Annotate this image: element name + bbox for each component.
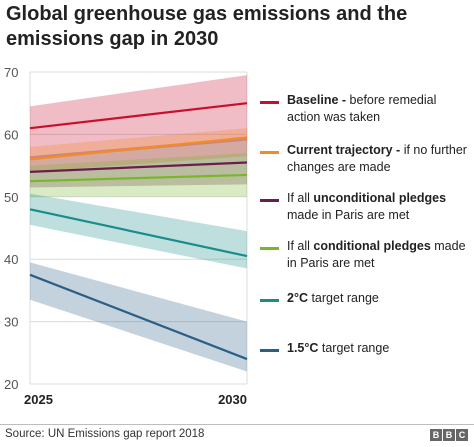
legend-label: Current trajectory - if no further chang… [287, 142, 469, 176]
legend-item-two_c: 2°C target range [256, 290, 470, 330]
legend-item-current: Current trajectory - if no further chang… [256, 142, 470, 182]
legend-label-rest: made in Paris are met [287, 239, 466, 270]
legend-item-baseline: Baseline - before remedial action was ta… [256, 92, 470, 132]
legend-label: Baseline - before remedial action was ta… [287, 92, 469, 126]
legend-label-rest: before remedial action was taken [287, 93, 437, 124]
legend-label-rest: made in Paris are met [287, 208, 410, 222]
legend-label: If all unconditional pledges made in Par… [287, 190, 469, 224]
series-lines [29, 102, 248, 361]
uncertainty-bands [30, 75, 247, 372]
logo-letter: B [430, 429, 442, 441]
y-tick-label: 70 [4, 65, 18, 80]
legend-label-rest: target range [318, 341, 390, 355]
y-tick-label: 50 [4, 190, 18, 205]
legend-label-prefix: If all [287, 239, 314, 253]
x-tick-label: 2025 [24, 392, 53, 407]
source-note: Source: UN Emissions gap report 2018 [5, 428, 205, 440]
band-unconditional [30, 137, 247, 188]
legend-label: 1.5°C target range [287, 340, 469, 357]
band-current [30, 128, 247, 172]
legend-label-bold: Baseline - [287, 93, 347, 107]
band-baseline [30, 75, 247, 160]
legend-swatch [260, 101, 279, 104]
legend-label-prefix: If all [287, 191, 314, 205]
legend-item-one_five_c: 1.5°C target range [256, 340, 470, 380]
legend-label-rest: target range [307, 291, 379, 305]
legend-label-bold: 1.5°C [287, 341, 319, 355]
legend-swatch [260, 199, 279, 202]
legend-item-conditional: If all conditional pledges made in Paris… [256, 238, 470, 278]
line-unconditional [29, 161, 248, 173]
line-one_five_c [29, 273, 248, 361]
legend-label-bold: unconditional pledges [313, 191, 447, 205]
legend-swatch [260, 299, 279, 302]
gridlines [29, 71, 248, 385]
logo-letter: B [443, 429, 455, 441]
y-tick-label: 20 [4, 377, 18, 392]
legend-label: If all conditional pledges made in Paris… [287, 238, 469, 272]
legend-swatch [260, 151, 279, 154]
legend-label-rest: if no further changes are made [287, 143, 467, 174]
legend-label: 2°C target range [287, 290, 469, 307]
y-tick-label: 40 [4, 252, 18, 267]
legend-swatch [260, 349, 279, 352]
y-tick-label: 60 [4, 127, 18, 142]
line-current [29, 136, 248, 161]
line-conditional [29, 173, 248, 183]
chart-title: Global greenhouse gas emissions and the … [6, 3, 408, 50]
legend-swatch [260, 247, 279, 250]
legend-label-bold: Current trajectory - [287, 143, 401, 157]
legend-label-bold: 2°C [287, 291, 308, 305]
line-two_c [29, 208, 248, 258]
legend-item-unconditional: If all unconditional pledges made in Par… [256, 190, 470, 230]
logo-letter: C [456, 429, 468, 441]
line-baseline [29, 102, 248, 130]
x-tick-label: 2030 [218, 392, 247, 407]
band-two_c [30, 193, 247, 269]
y-tick-label: 30 [4, 315, 18, 330]
legend-label-bold: conditional pledges [313, 239, 431, 253]
